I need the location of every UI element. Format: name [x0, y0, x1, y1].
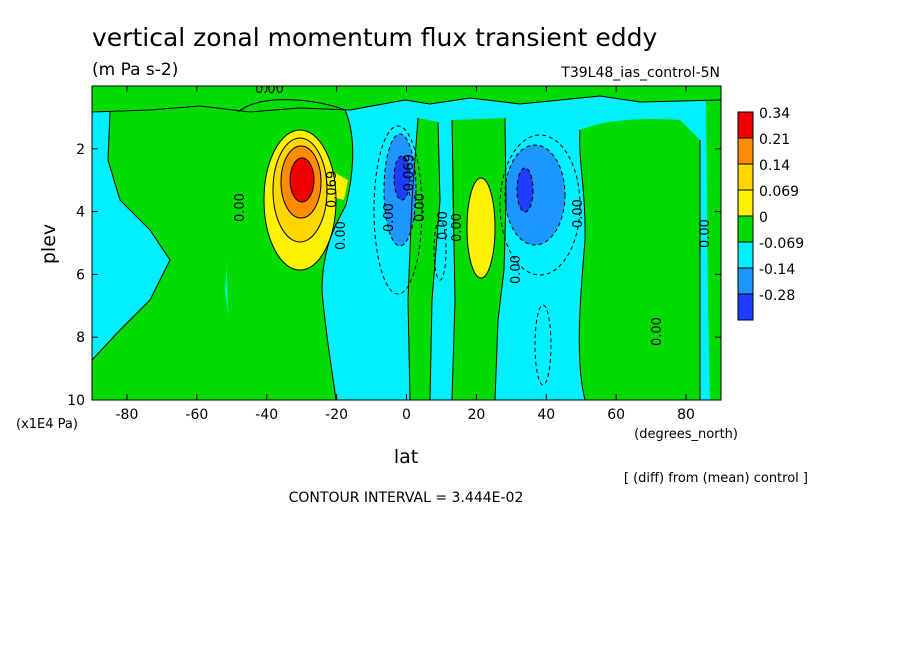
contour-label-group: 0.00 0.00 0.00 0.00 0.00 0.00 0.00 0.069…	[233, 82, 713, 346]
contour-pos-sh-1	[263, 129, 337, 271]
field-green-right-edge	[706, 96, 721, 400]
run-label: T39L48_ias_control-5N	[560, 65, 720, 81]
contour-label: 0.00	[698, 219, 713, 248]
legend-swatch	[737, 189, 754, 217]
contour-neg-nh-3	[499, 134, 581, 276]
contour-neg-eq-4	[433, 219, 447, 281]
field-green-nh-mid	[579, 119, 700, 400]
contour-plot-area: 0.00 0.00 0.00 0.00 0.00 0.00 0.00 0.069…	[92, 82, 721, 400]
x-tick-label: -60	[185, 407, 208, 423]
y-axis: 2 4 6 8 10	[67, 142, 721, 409]
y-tick-label: 6	[76, 267, 85, 283]
field-pos-nh	[467, 178, 495, 278]
legend-label: 0	[759, 210, 768, 226]
legend-label: 0.21	[759, 132, 790, 148]
contour-label: 0.00	[650, 317, 665, 346]
legend-swatch	[737, 267, 754, 295]
x-tick-label: -20	[325, 407, 348, 423]
x-axis-label: lat	[394, 446, 418, 468]
contour-zero-mid	[578, 129, 701, 400]
x-axis-units: (degrees_north)	[634, 427, 738, 442]
contour-label: 0.00	[509, 255, 524, 284]
contour-label: 0.00	[233, 193, 248, 222]
x-tick-label: 60	[607, 407, 625, 423]
contour-label: 0.00	[382, 203, 397, 232]
legend-label: -0.14	[759, 262, 795, 278]
contour-label: 0.00	[450, 213, 465, 242]
x-tick-label: -40	[255, 407, 278, 423]
contour-label: 0.00	[436, 211, 451, 240]
field-neg-nh-level2	[517, 168, 533, 212]
legend-swatch	[737, 241, 754, 269]
contour-neg-nh-4	[534, 304, 552, 386]
field-neg-nh-level1	[505, 145, 565, 245]
contour-zero-left	[92, 111, 171, 361]
field-pos-sh-level4	[290, 158, 314, 202]
x-tick-label: 40	[537, 407, 555, 423]
contour-neg-nh-1	[504, 144, 566, 246]
contour-lines-negative	[373, 125, 581, 386]
x-tick-label: 20	[467, 407, 485, 423]
contour-pos-sh-4	[289, 157, 315, 203]
x-tick-label: -80	[116, 407, 139, 423]
legend-label: 0.069	[759, 184, 799, 200]
y-axis-label: plev	[38, 224, 60, 264]
y-axis-units: (x1E4 Pa)	[16, 417, 78, 432]
contour-label: 0.00	[255, 82, 284, 97]
contour-zero-eq	[407, 117, 441, 400]
legend-swatch	[737, 215, 754, 243]
contour-zero-top	[92, 95, 721, 113]
color-legend: 0.34 0.21 0.14 0.069 0 -0.069 -0.14 -0.28	[737, 106, 804, 321]
field-green-bottom-pocket	[92, 370, 240, 400]
contour-label: 0.00	[413, 193, 428, 222]
legend-swatch	[737, 293, 754, 321]
y-tick-label: 2	[76, 142, 85, 158]
legend-swatch	[737, 163, 754, 191]
contour-lines	[92, 95, 721, 400]
contour-pos-sh-2	[272, 137, 328, 243]
field-neg-eq-level2	[394, 156, 410, 200]
legend-swatch	[737, 137, 754, 165]
contour-label: 0.00	[571, 199, 586, 228]
legend-label: 0.14	[759, 158, 790, 174]
y-tick-label: 10	[67, 393, 85, 409]
contour-pos-sh-3	[280, 145, 322, 219]
chart-units: (m Pa s-2)	[92, 60, 178, 80]
x-tick-label: 0	[402, 407, 411, 423]
legend-swatch	[737, 111, 754, 139]
contour-pos-nh-1	[466, 177, 496, 279]
field-green-eq-strip	[408, 118, 440, 400]
contour-neg-eq-3	[373, 125, 423, 295]
x-tick-label: 80	[677, 407, 695, 423]
contour-neg-nh-2	[516, 167, 534, 213]
y-tick-label: 4	[76, 205, 85, 221]
contour-neg-eq-2	[393, 155, 411, 201]
diff-note: [ (diff) from (mean) control ]	[624, 471, 808, 486]
contour-label: 0.00	[334, 221, 349, 250]
chart-title: vertical zonal momentum flux transient e…	[92, 23, 657, 52]
field-green-left	[92, 100, 250, 400]
legend-label: 0.34	[759, 106, 790, 122]
contour-zero-nh	[451, 117, 507, 400]
legend-label: -0.28	[759, 288, 795, 304]
contour-label: 0.069	[325, 171, 340, 208]
contour-neg-eq-1	[383, 133, 417, 247]
x-axis: -80 -60 -40 -20 0 20 40 60 80	[116, 86, 695, 423]
legend-label: -0.069	[759, 236, 804, 252]
contour-label: -0.069	[402, 154, 417, 196]
contour-zero-sh-jet	[237, 99, 354, 400]
y-tick-label: 8	[76, 330, 85, 346]
contour-interval: CONTOUR INTERVAL = 3.444E-02	[289, 490, 524, 506]
